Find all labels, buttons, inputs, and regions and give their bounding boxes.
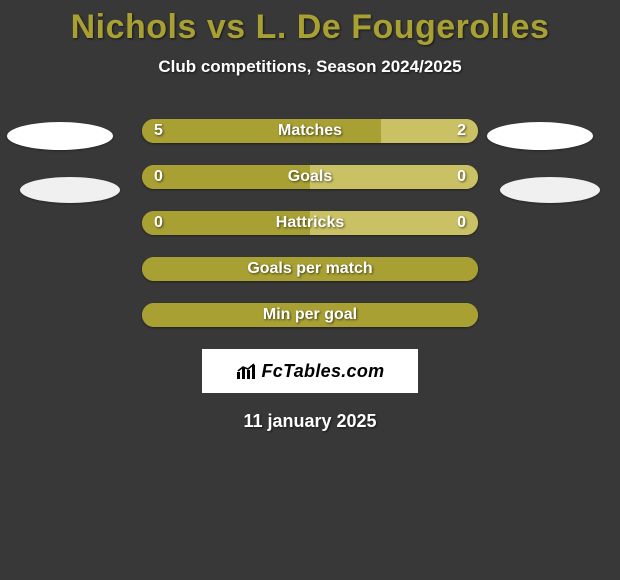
stat-row: Matches 5 2 xyxy=(142,119,478,143)
stat-value-left: 0 xyxy=(154,168,163,186)
stat-bar-left xyxy=(142,165,310,189)
page-subtitle: Club competitions, Season 2024/2025 xyxy=(0,57,620,77)
decorative-ellipse xyxy=(20,177,120,203)
stat-bar-right xyxy=(310,165,478,189)
stat-label: Min per goal xyxy=(263,306,357,324)
stat-value-right: 2 xyxy=(457,122,466,140)
page-title: Nichols vs L. De Fougerolles xyxy=(0,0,620,47)
stat-label: Goals per match xyxy=(247,260,372,278)
title-text: Nichols vs L. De Fougerolles xyxy=(71,8,550,46)
logo-box: FcTables.com xyxy=(202,349,418,393)
stat-label: Goals xyxy=(288,168,332,186)
decorative-ellipse xyxy=(500,177,600,203)
stat-row: Hattricks 0 0 xyxy=(142,211,478,235)
stat-label: Hattricks xyxy=(276,214,344,232)
date-text: 11 january 2025 xyxy=(0,411,620,432)
stat-row: Goals 0 0 xyxy=(142,165,478,189)
chart-icon xyxy=(236,362,258,380)
stat-value-right: 0 xyxy=(457,168,466,186)
stat-label: Matches xyxy=(278,122,342,140)
stat-row: Goals per match xyxy=(142,257,478,281)
comparison-rows: Matches 5 2 Goals 0 0 Hattricks 0 0 Goals per mat… xyxy=(0,119,620,327)
stat-value-left: 0 xyxy=(154,214,163,232)
stat-value-left: 5 xyxy=(154,122,163,140)
logo-text: FcTables.com xyxy=(262,361,385,382)
decorative-ellipse xyxy=(487,122,593,150)
decorative-ellipse xyxy=(7,122,113,150)
stat-bar-left xyxy=(142,119,381,143)
stat-value-right: 0 xyxy=(457,214,466,232)
stat-row: Min per goal xyxy=(142,303,478,327)
